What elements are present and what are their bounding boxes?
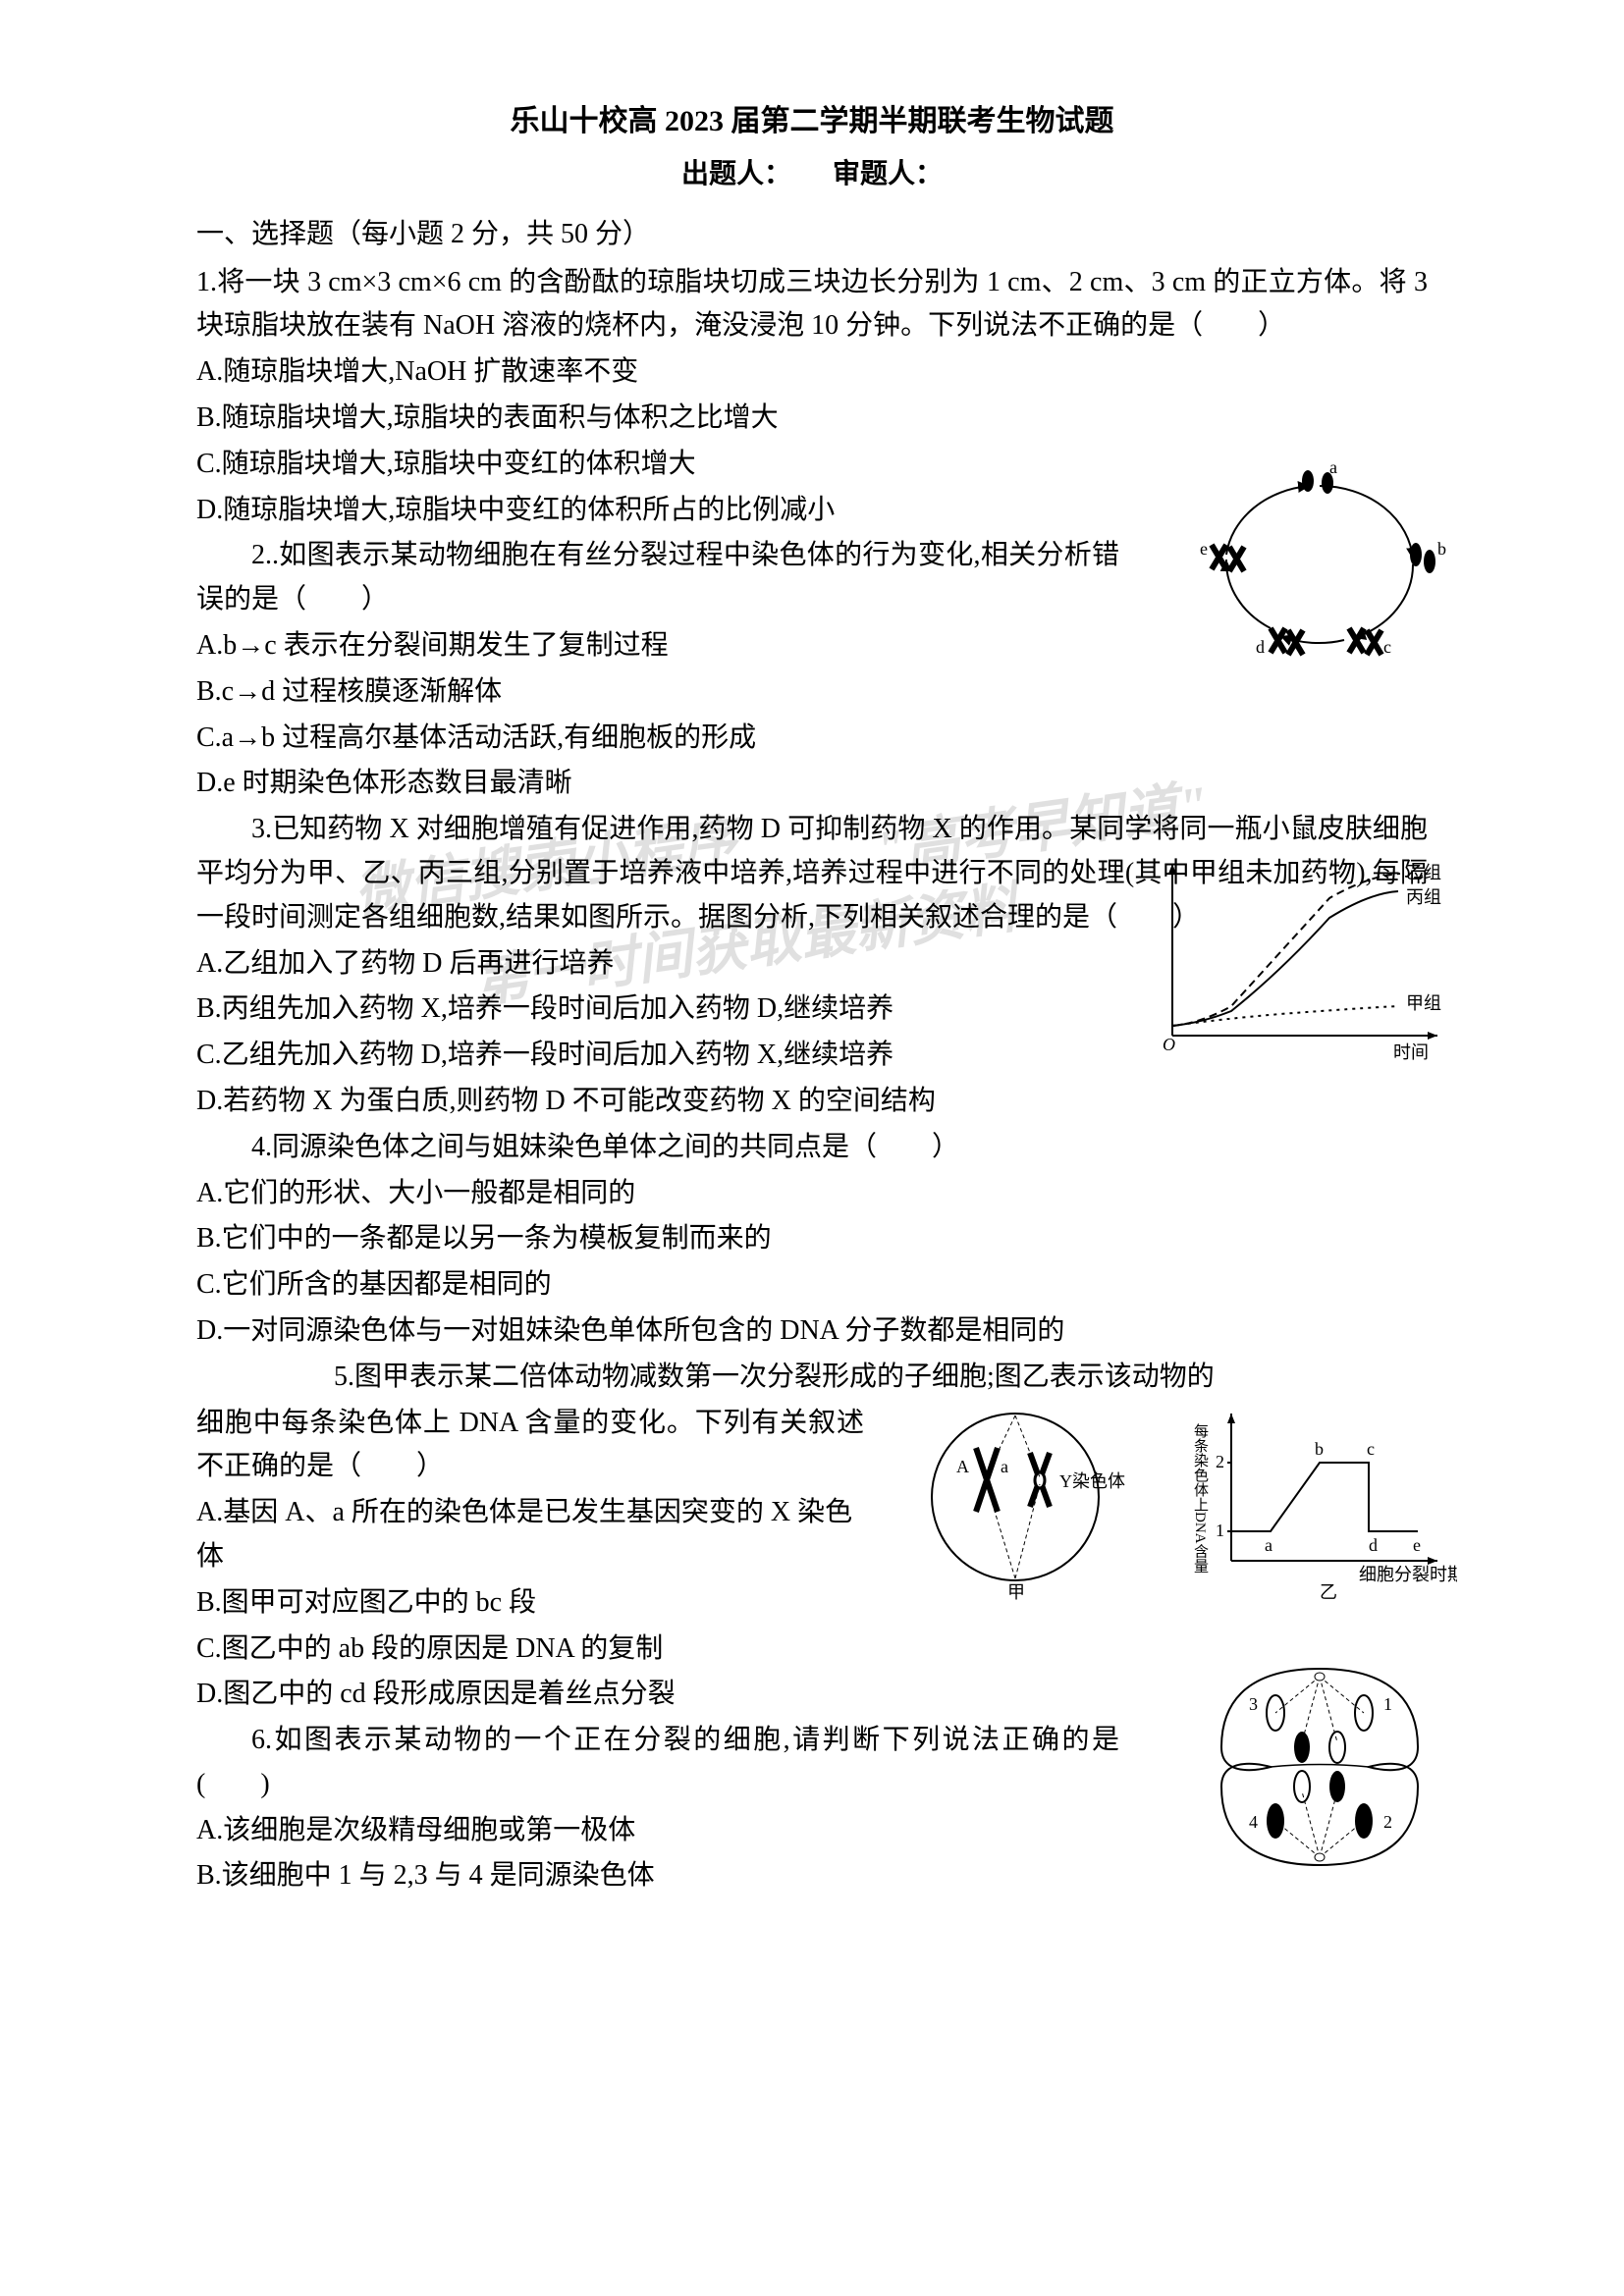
svg-text:2: 2 [1383,1812,1392,1832]
svg-text:e: e [1413,1535,1421,1555]
svg-text:c: c [1383,637,1391,657]
q3-optC: C.乙组先加入药物 D,培养一段时间后加入药物 X,继续培养 [196,1034,1080,1078]
svg-text:每条染色体上DNA含量: 每条染色体上DNA含量 [1192,1423,1209,1574]
svg-text:Y染色体: Y染色体 [1059,1471,1125,1491]
q3-optB: B.丙组先加入药物 X,培养一段时间后加入药物 D,继续培养 [196,988,1080,1032]
q5-optC: C.图乙中的 ab 段的原因是 DNA 的复制 [196,1628,864,1672]
svg-text:a: a [1001,1457,1008,1476]
section-header: 一、选择题（每小题 2 分，共 50 分） [196,213,1428,257]
figure-q6-dividing-cell: 1 3 2 4 [1182,1649,1457,1885]
q1-optA: A.随琼脂块增大,NaOH 扩散速率不变 [196,350,1428,395]
q4-optB: B.它们中的一条都是以另一条为模板复制而来的 [196,1217,1428,1261]
q2-optC: C.a→b 过程高尔基体活动活跃,有细胞板的形成 [196,717,1428,761]
q5-stem-line1: 5.图甲表示某二倍体动物减数第一次分裂形成的子细胞;图乙表示该动物的 [196,1356,1428,1400]
svg-text:1: 1 [1216,1521,1224,1540]
svg-text:b: b [1437,539,1446,559]
q6-optA: A.该细胞是次级精母细胞或第一极体 [196,1809,1119,1853]
q4-optD: D.一对同源染色体与一对姐妹染色单体所包含的 DNA 分子数都是相同的 [196,1309,1428,1354]
svg-text:丙组: 丙组 [1406,887,1441,907]
svg-text:3: 3 [1249,1694,1258,1714]
q3-optA: A.乙组加入了药物 D 后再进行培养 [196,942,1080,987]
q4-stem: 4.同源染色体之间与姐妹染色单体之间的共同点是（ ） [196,1126,1428,1170]
svg-text:1: 1 [1383,1694,1392,1714]
q2-optB: B.c→d 过程核膜逐渐解体 [196,670,1428,715]
svg-text:c: c [1367,1439,1375,1459]
svg-text:A: A [956,1457,969,1476]
q4-optA: A.它们的形状、大小一般都是相同的 [196,1172,1428,1216]
svg-text:O: O [1163,1035,1175,1054]
figure-q3-growth-chart: 乙组 丙组 甲组 O 时间 [1143,854,1457,1070]
svg-text:a: a [1329,461,1337,477]
q2-optD: D.e 时期染色体形态数目最清晰 [196,762,1428,806]
svg-text:4: 4 [1249,1812,1258,1832]
svg-text:细胞分裂时期: 细胞分裂时期 [1359,1565,1457,1584]
q5-optA: A.基因 A、a 所在的染色体是已发生基因突变的 X 染色体 [196,1491,864,1579]
svg-text:e: e [1200,539,1208,559]
svg-text:2: 2 [1216,1452,1224,1471]
q5-optB: B.图甲可对应图乙中的 bc 段 [196,1581,864,1626]
q1-stem: 1.将一块 3 cm×3 cm×6 cm 的含酚酞的琼脂块切成三块边长分别为 1… [196,261,1428,349]
q5-stem-line2: 细胞中每条染色体上 DNA 含量的变化。下列有关叙述不正确的是（ ） [196,1402,864,1490]
q2-stem: 2..如图表示某动物细胞在有丝分裂过程中染色体的行为变化,相关分析错误的是（ ） [196,534,1119,622]
exam-subtitle: 出题人： 审题人： [196,153,1428,197]
q3-optD: D.若药物 X 为蛋白质,则药物 D 不可能改变药物 X 的空间结构 [196,1080,1080,1124]
q6-optB: B.该细胞中 1 与 2,3 与 4 是同源染色体 [196,1854,1119,1898]
svg-text:甲: 甲 [1007,1582,1025,1600]
svg-text:甲组: 甲组 [1406,993,1441,1013]
q4-optC: C.它们所含的基因都是相同的 [196,1263,1428,1308]
svg-text:乙组: 乙组 [1406,863,1441,882]
q6-stem: 6.如图表示某动物的一个正在分裂的细胞,请判断下列说法正确的是( ) [196,1719,1119,1807]
svg-text:d: d [1369,1535,1378,1555]
svg-text:d: d [1256,637,1265,657]
svg-text:a: a [1265,1535,1272,1555]
exam-title: 乐山十校高 2023 届第二学期半期联考生物试题 [196,98,1428,145]
q1-optB: B.随琼脂块增大,琼脂块的表面积与体积之比增大 [196,397,1428,441]
figure-q2-mitosis-cycle: a b c d e [1182,461,1457,658]
svg-text:时间: 时间 [1393,1042,1429,1062]
page-content: 乐山十校高 2023 届第二学期半期联考生物试题 出题人： 审题人： 一、选择题… [196,98,1428,1898]
svg-text:乙: 乙 [1320,1582,1337,1600]
svg-text:b: b [1315,1439,1324,1459]
figure-q5-diagrams: A a Y染色体 甲 1 2 a b c d e [907,1404,1457,1600]
